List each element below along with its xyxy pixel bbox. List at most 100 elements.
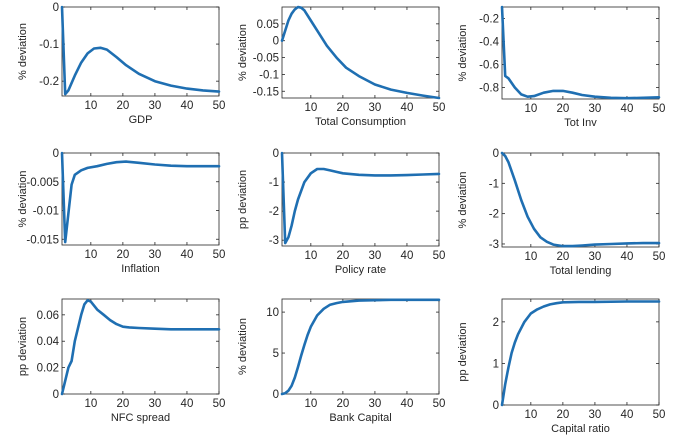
x-tick-label: 50: [213, 100, 226, 112]
x-tick-label: 50: [213, 249, 226, 261]
x-tick-label: 30: [589, 409, 602, 421]
y-tick-label: 0: [53, 2, 59, 14]
x-tick-label: 10: [524, 103, 537, 115]
y-tick-label: -0.2: [39, 76, 59, 88]
x-tick-label: 20: [116, 249, 129, 261]
plot-area: [61, 6, 220, 97]
x-tick-label: 50: [433, 398, 446, 410]
series-line: [280, 151, 441, 245]
x-tick-label: 10: [524, 409, 537, 421]
x-tick-label: 50: [213, 398, 226, 410]
y-axis-label: pp deviation: [17, 317, 29, 376]
y-tick-label: -0.1: [259, 69, 279, 81]
series-line: [500, 5, 661, 100]
y-tick-label: 0: [493, 148, 499, 160]
x-axis-label: Tot Inv: [564, 117, 597, 129]
x-tick-label: 40: [401, 398, 414, 410]
x-axis-label: Total lending: [550, 265, 612, 277]
x-tick-label: 20: [336, 102, 349, 114]
y-tick-label: -0.15: [253, 86, 279, 98]
y-tick-label: 0: [53, 389, 59, 401]
y-tick-label: 0: [273, 389, 279, 401]
y-tick-label: 10: [266, 307, 279, 319]
y-axis-label: % deviation: [457, 25, 469, 82]
y-tick-label: 0.04: [37, 336, 60, 348]
series-line: [280, 5, 441, 100]
panel-8: 10 20 30 40 50 0 5 10 Bank Capital % deviation: [237, 298, 446, 424]
y-tick-label: -0.01: [33, 206, 59, 218]
y-tick-label: 0: [273, 36, 279, 48]
panel-9: 10 20 30 40 50 0 1 2 Capital ratio pp deviation: [457, 298, 666, 435]
x-axis-label: Total Consumption: [315, 116, 406, 128]
y-tick-label: -0.2: [479, 14, 499, 26]
y-tick-label: 0: [53, 148, 59, 160]
x-tick-label: 40: [181, 398, 194, 410]
x-tick-label: 30: [369, 398, 382, 410]
y-tick-label: -0.4: [479, 37, 499, 49]
x-tick-label: 50: [653, 103, 666, 115]
x-axis-label: Policy rate: [335, 264, 386, 276]
y-tick-label: -0.015: [26, 234, 59, 246]
plot-area: [501, 298, 660, 406]
x-tick-label: 30: [149, 249, 162, 261]
x-axis-label: NFC spread: [111, 412, 170, 424]
x-tick-label: 40: [401, 250, 414, 262]
x-tick-label: 20: [336, 250, 349, 262]
panel-4: 10 20 30 40 50 -0.015 -0.01 -0.005 0 Inflation % d…: [17, 148, 225, 275]
panel-7: 10 20 30 40 50 0 0.02 0.04 0.06 NFC spread pp devi…: [17, 298, 226, 424]
y-tick-label: 0.02: [37, 363, 59, 375]
x-tick-label: 10: [84, 100, 97, 112]
y-tick-label: -3: [269, 235, 279, 247]
x-tick-label: 20: [336, 398, 349, 410]
y-tick-label: 2: [493, 317, 499, 329]
series-line: [60, 298, 221, 396]
x-tick-label: 40: [401, 102, 414, 114]
y-tick-label: -1: [489, 178, 499, 190]
y-tick-label: -0.8: [479, 83, 499, 95]
x-tick-label: 20: [556, 409, 569, 421]
y-tick-label: -1: [269, 177, 279, 189]
panel-5: 10 20 30 40 50 -3 -2 -1 0 Policy rate pp deviation: [237, 148, 445, 276]
x-tick-label: 40: [621, 251, 634, 263]
y-axis-label: pp deviation: [457, 322, 469, 381]
y-tick-label: 0: [273, 148, 279, 160]
x-axis-label: Inflation: [121, 263, 160, 275]
y-tick-label: 1: [493, 358, 499, 370]
series-line: [280, 298, 441, 396]
series-line: [60, 151, 221, 244]
panel-1: 10 20 30 40 50 -0.2 -0.1 0 GDP % deviation: [17, 2, 225, 126]
x-tick-label: 20: [116, 398, 129, 410]
x-tick-label: 50: [653, 409, 666, 421]
x-axis-label: Capital ratio: [551, 423, 610, 435]
plot-area: [61, 298, 220, 395]
x-tick-label: 30: [369, 250, 382, 262]
panel-3: 10 20 30 40 50 -0.8 -0.6 -0.4 -0.2 Tot Inv % devia…: [457, 5, 666, 129]
series-line: [500, 300, 661, 407]
plot-area: [281, 6, 440, 99]
x-tick-label: 30: [589, 251, 602, 263]
y-tick-label: -0.05: [253, 53, 279, 65]
x-tick-label: 40: [621, 103, 634, 115]
y-axis-label: % deviation: [17, 23, 29, 80]
x-tick-label: 40: [181, 100, 194, 112]
y-tick-label: 5: [273, 348, 279, 360]
x-tick-label: 10: [304, 102, 317, 114]
plot-area: [501, 152, 660, 248]
y-tick-label: -2: [269, 206, 279, 218]
series-line: [500, 151, 661, 248]
plot-area: [501, 6, 660, 100]
panel-2: 10 20 30 40 50 -0.15 -0.1 -0.05 0 0.05 Total Consu…: [237, 5, 446, 128]
x-tick-label: 50: [653, 251, 666, 263]
x-tick-label: 30: [369, 102, 382, 114]
x-tick-label: 10: [84, 398, 97, 410]
y-tick-label: 0: [493, 400, 499, 412]
x-tick-label: 10: [304, 250, 317, 262]
y-tick-label: -3: [489, 239, 499, 251]
x-tick-label: 50: [433, 102, 446, 114]
x-tick-label: 30: [589, 103, 602, 115]
y-axis-label: % deviation: [17, 171, 29, 228]
x-tick-label: 40: [621, 409, 634, 421]
plot-area: [281, 298, 440, 395]
y-axis-label: pp deviation: [237, 170, 249, 229]
